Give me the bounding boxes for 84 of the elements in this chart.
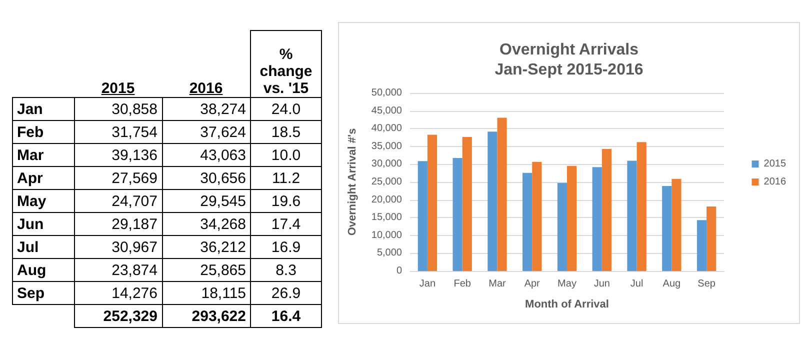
legend-label: 2016 [764,176,786,188]
data-label: 27,569 [74,166,162,190]
bar [662,186,672,271]
data-label: 18,115 [162,282,250,304]
bar [636,142,646,271]
x-tick-label: May [558,278,576,290]
y-tick-label: 25,000 [371,176,402,188]
x-tick-label: Jan [419,278,436,290]
data-label: 24.0 [250,98,322,120]
data-label: 24,707 [74,190,162,212]
x-tick-label: Jul [630,278,644,290]
bar [627,160,637,271]
text: 252,329 [74,304,162,328]
data-label: 14,276 [74,282,162,304]
data-label: 17.4 [250,212,322,236]
bar [696,220,707,271]
chart-subtitle: Jan-Sept 2015-2016 [494,62,644,78]
data-label: 31,754 [74,120,162,144]
bar [427,134,438,271]
y-tick-label: 0 [396,266,402,276]
bar [532,162,542,271]
bar [418,161,428,271]
data-label: 10.0 [250,144,322,166]
text: 16.4 [250,304,322,328]
category-label: Jan [12,98,74,120]
text: 293,622 [162,304,250,328]
legend-label: 2015 [764,158,786,170]
category-label: Apr [12,166,74,190]
x-tick-label: Feb [454,278,472,290]
data-label: 26.9 [250,282,322,304]
y-tick-label: 40,000 [371,123,402,134]
y-tick-label: 10,000 [371,230,402,241]
x-tick-label: Sep [698,278,716,290]
y-tick-label: 5,000 [376,248,402,259]
text: 2015 [74,30,162,98]
y-tick-label: 35,000 [371,140,402,152]
y-axis-title: Overnight Arrival #'s [346,128,358,236]
bar [497,118,507,271]
x-tick-label: Apr [524,278,541,290]
category-label: Jun [12,212,74,236]
y-tick-label: 15,000 [371,212,402,224]
category-label: Feb [12,120,74,144]
data-label: 19.6 [250,190,322,212]
data-label: 11.2 [250,166,322,190]
data-label: 29,187 [74,212,162,236]
x-tick-label: Aug [662,278,681,290]
data-label: 29,545 [162,190,250,212]
data-label: 18.5 [250,120,322,144]
data-label: 23,874 [74,258,162,282]
text: 2016 [162,30,250,98]
bar [706,206,716,271]
bar [672,178,682,271]
data-label: 36,212 [162,236,250,258]
data-label: 39,136 [74,144,162,166]
data-label: 8.3 [250,258,322,282]
bar [567,166,577,271]
data-label: 43,063 [162,144,250,166]
category-label: Jul [12,236,74,258]
data-label: 25,865 [162,258,250,282]
x-axis-title: Month of Arrival [525,298,609,310]
x-tick-label: Jun [594,278,610,290]
bar [488,132,498,271]
data-label: 30,858 [74,98,162,120]
bar [602,149,612,271]
y-tick-label: 50,000 [371,88,402,98]
category-label: May [12,190,74,212]
bar [592,167,602,271]
y-tick-label: 30,000 [371,158,402,170]
bar [557,183,567,271]
data-label: 16.9 [250,236,322,258]
bar [452,158,462,271]
category-label: Mar [12,144,74,166]
x-tick-label: Mar [488,278,506,290]
data-label: 37,624 [162,120,250,144]
data-label: 38,274 [162,98,250,120]
y-tick-label: 45,000 [371,105,402,116]
text: % change vs. '15 [250,30,322,98]
data-label: 34,268 [162,212,250,236]
bar [462,137,472,271]
chart-title: Overnight Arrivals [499,42,639,58]
data-label: 30,967 [74,236,162,258]
bar [522,172,532,271]
data-label: 30,656 [162,166,250,190]
y-tick-label: 20,000 [371,194,402,206]
